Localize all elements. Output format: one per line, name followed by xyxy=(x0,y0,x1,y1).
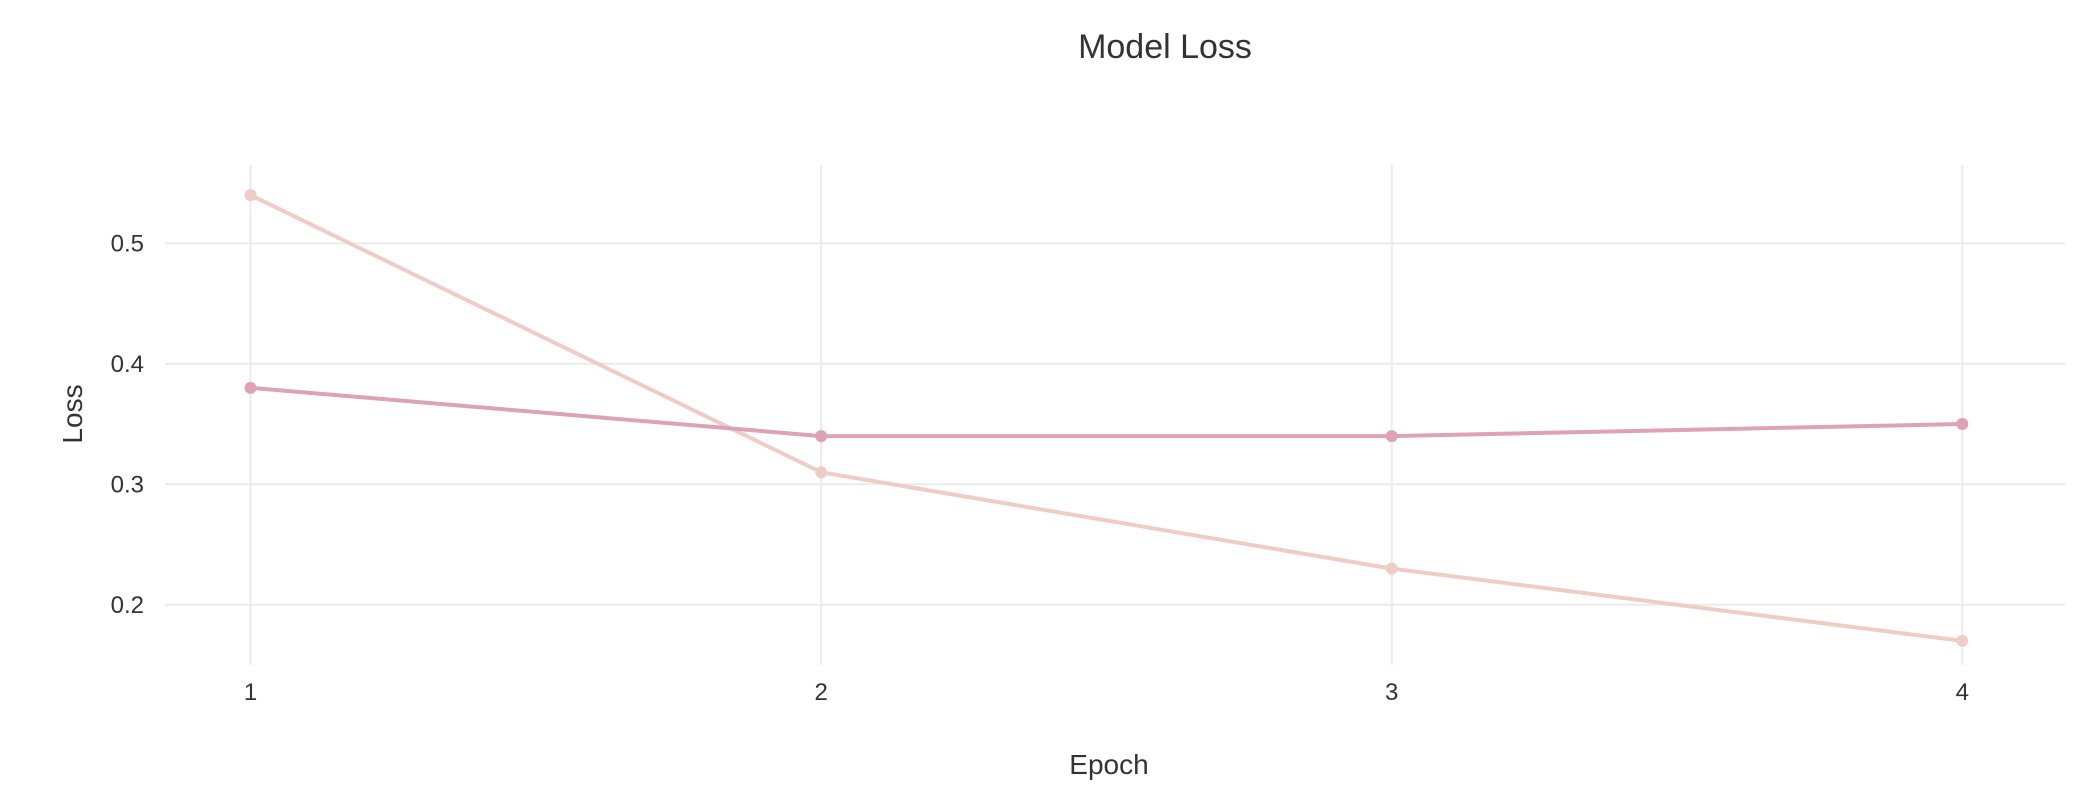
y-tick-label: 0.5 xyxy=(111,230,144,257)
data-point xyxy=(244,189,257,202)
x-tick-label: 1 xyxy=(244,679,257,706)
data-point xyxy=(815,430,828,443)
data-point xyxy=(1385,430,1398,443)
y-tick-label: 0.2 xyxy=(111,592,144,619)
y-tick-label: 0.3 xyxy=(111,471,144,498)
x-tick-label: 4 xyxy=(1956,679,1969,706)
data-point xyxy=(1385,562,1398,575)
y-axis-title: Loss xyxy=(57,384,88,443)
data-point xyxy=(1956,634,1969,647)
data-point xyxy=(244,381,257,394)
series-lines xyxy=(244,189,1969,647)
series-line-2 xyxy=(250,385,1963,439)
x-axis-title: Epoch xyxy=(1069,749,1148,780)
x-tick-label: 3 xyxy=(1385,679,1398,706)
series-line-1 xyxy=(249,193,1963,643)
data-point xyxy=(815,466,828,479)
tick-labels: 0.2 0.3 0.4 0.5 1 2 3 4 xyxy=(111,230,1969,706)
chart-title: Model Loss xyxy=(1078,28,1252,66)
gridlines xyxy=(165,165,2065,665)
data-point xyxy=(1956,418,1969,431)
y-tick-label: 0.4 xyxy=(111,351,144,378)
x-tick-label: 2 xyxy=(814,679,827,706)
